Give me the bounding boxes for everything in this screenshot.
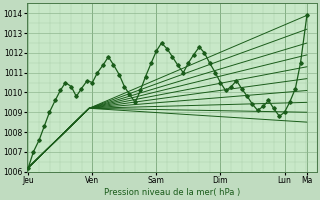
X-axis label: Pression niveau de la mer( hPa ): Pression niveau de la mer( hPa ) — [104, 188, 240, 197]
